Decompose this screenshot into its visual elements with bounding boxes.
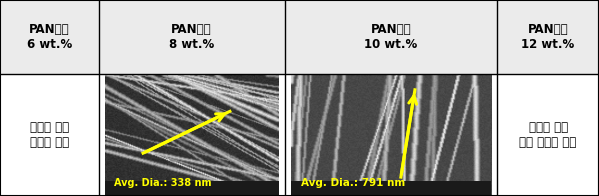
Bar (285, 74, 497, 196)
Bar (99, 0, 285, 74)
Bar (0, 0, 99, 74)
Bar (99, 74, 285, 196)
Text: PAN농도
10 wt.%: PAN농도 10 wt.% (364, 23, 418, 51)
Text: PAN농도
8 wt.%: PAN농도 8 wt.% (169, 23, 214, 51)
Text: Avg. Dia.: 338 nm: Avg. Dia.: 338 nm (114, 178, 211, 188)
Bar (497, 0, 599, 74)
Bar (291, 181, 491, 195)
Bar (0, 74, 99, 196)
Text: 점도가 높아
섬유 균일성 저하: 점도가 높아 섬유 균일성 저하 (519, 121, 577, 149)
Bar (285, 0, 497, 74)
Bar (105, 181, 279, 195)
Text: PAN농도
6 wt.%: PAN농도 6 wt.% (27, 23, 72, 51)
Text: PAN농도
12 wt.%: PAN농도 12 wt.% (522, 23, 574, 51)
Text: 점도가 낮아
방사성 낮음: 점도가 낮아 방사성 낮음 (30, 121, 69, 149)
Bar (497, 74, 599, 196)
Text: Avg. Dia.: 791 nm: Avg. Dia.: 791 nm (301, 178, 405, 188)
